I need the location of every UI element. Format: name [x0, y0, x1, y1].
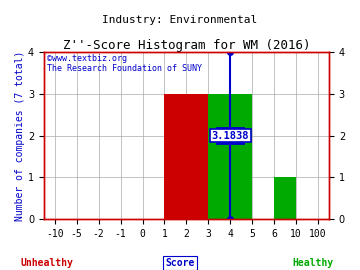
- Bar: [165, 94, 208, 219]
- Text: Healthy: Healthy: [293, 258, 334, 268]
- Title: Z''-Score Histogram for WM (2016): Z''-Score Histogram for WM (2016): [63, 39, 310, 52]
- Bar: [208, 94, 252, 219]
- Text: 3.1838: 3.1838: [212, 131, 249, 141]
- Text: ©www.textbiz.org
The Research Foundation of SUNY: ©www.textbiz.org The Research Foundation…: [46, 54, 202, 73]
- Bar: [274, 177, 296, 219]
- Text: Score: Score: [165, 258, 195, 268]
- Text: Industry: Environmental: Industry: Environmental: [102, 15, 258, 25]
- Y-axis label: Number of companies (7 total): Number of companies (7 total): [15, 50, 25, 221]
- Text: Unhealthy: Unhealthy: [21, 258, 73, 268]
